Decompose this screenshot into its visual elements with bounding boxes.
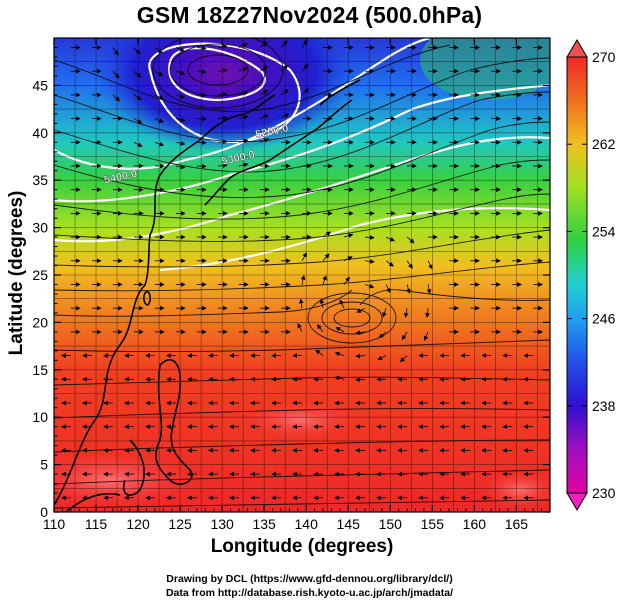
wind-arrow	[427, 260, 433, 270]
wind-arrow	[297, 323, 303, 333]
x-tick-label: 135	[252, 516, 276, 532]
x-tick-label: 115	[85, 516, 108, 532]
wind-arrow	[301, 88, 310, 96]
wind-arrow	[301, 252, 307, 261]
wind-arrow	[355, 353, 366, 359]
x-tick-label: 165	[505, 516, 529, 532]
colorbar-tick-label: 230	[592, 485, 616, 501]
wind-vectors	[61, 39, 543, 501]
y-tick-label: 15	[32, 362, 48, 378]
x-tick-label: 145	[337, 516, 361, 532]
wind-arrow	[425, 308, 430, 318]
wind-arrow	[355, 377, 366, 382]
x-tick-label: 160	[463, 516, 487, 532]
wind-arrow	[133, 94, 142, 101]
wind-arrow	[385, 284, 391, 294]
wind-arrow	[280, 40, 288, 48]
wind-arrow	[280, 113, 290, 119]
colorbar-scale	[566, 56, 588, 494]
y-tick-label: 30	[32, 220, 48, 236]
wind-arrow	[334, 375, 345, 381]
y-tick-label: 0	[40, 504, 48, 520]
wind-arrow	[322, 231, 332, 238]
y-tick-label: 20	[32, 314, 48, 330]
colorbar-tick-label: 270	[592, 49, 616, 65]
wind-arrow	[154, 70, 164, 77]
x-tick-label: 120	[126, 516, 150, 532]
lat-lon-grid	[54, 38, 550, 512]
chart-title: GSM 18Z27Nov2024 (500.0hPa)	[136, 2, 483, 28]
wind-arrow	[154, 47, 163, 54]
wind-arrow	[315, 349, 324, 356]
wind-arrow	[280, 64, 289, 72]
wind-arrow	[300, 274, 306, 285]
wind-arrow	[339, 299, 345, 309]
wind-arrow	[406, 236, 415, 244]
wind-arrow	[403, 308, 409, 318]
x-axis-title: Longitude (degrees)	[210, 536, 394, 557]
wind-arrow	[335, 327, 345, 333]
wind-arrow	[377, 355, 387, 360]
colorbar-tick-label: 262	[592, 136, 616, 152]
wind-arrow	[426, 284, 432, 295]
credit-data: Data from http://database.rish.kyoto-u.a…	[165, 587, 454, 599]
credits: Drawing by DCL (https://www.gfd-dennou.o…	[0, 572, 619, 600]
colorbar-tick-label: 246	[592, 311, 616, 327]
wind-arrow	[133, 70, 142, 78]
wind-arrow	[319, 298, 325, 309]
colorbar-tick-label: 254	[592, 223, 616, 239]
wind-arrow	[112, 94, 121, 102]
wind-arrow	[322, 275, 327, 285]
x-tick-label: 125	[168, 516, 192, 532]
x-tick-label: 130	[210, 516, 234, 532]
y-tick-label: 5	[40, 457, 48, 473]
y-tick-label: 40	[32, 125, 48, 141]
wind-arrow	[423, 331, 429, 341]
wind-arrow	[317, 324, 324, 333]
wind-arrow	[378, 331, 387, 339]
height-contours	[54, 38, 550, 272]
y-axis-title: Latitude (degrees)	[6, 190, 27, 356]
x-tick-label: 140	[295, 516, 319, 532]
colorbar-lower-extension	[566, 492, 588, 511]
wind-arrow	[356, 307, 366, 313]
y-tick-label: 10	[32, 409, 48, 425]
wind-arrow	[322, 253, 330, 262]
x-tick-label: 110	[43, 516, 66, 532]
wind-arrow	[298, 298, 304, 309]
colorbar-upper-extension	[566, 39, 588, 58]
wind-arrow	[385, 260, 394, 267]
wind-arrow	[259, 41, 268, 48]
wind-arrow	[334, 351, 345, 357]
wind-arrow	[401, 331, 408, 341]
y-tick-label: 45	[32, 77, 48, 93]
wind-arrow	[382, 308, 387, 318]
wind-arrow	[399, 355, 408, 363]
colorbar-tick-label: 238	[592, 398, 616, 414]
x-tick-label: 155	[421, 516, 445, 532]
credit-drawing: Drawing by DCL (https://www.gfd-dennou.o…	[166, 573, 453, 585]
x-axis: 110 115 120 125 130 135 140 145 150 155 160 165	[43, 38, 543, 532]
y-axis: 0 5 10 15 20 25 30 35 40 45	[32, 46, 550, 520]
colorbar: 230 238 246 254 262 270	[566, 39, 616, 511]
wind-arrow	[406, 284, 411, 294]
y-tick-label: 25	[32, 267, 48, 283]
wind-arrow	[133, 47, 141, 55]
wind-arrow	[355, 330, 366, 335]
wind-arrow	[133, 118, 143, 124]
y-tick-label: 35	[32, 172, 48, 188]
x-tick-label: 150	[379, 516, 403, 532]
wind-arrow	[259, 65, 269, 72]
wind-arrow	[280, 89, 289, 96]
wind-arrow	[301, 63, 309, 72]
wind-arrow	[112, 70, 120, 79]
